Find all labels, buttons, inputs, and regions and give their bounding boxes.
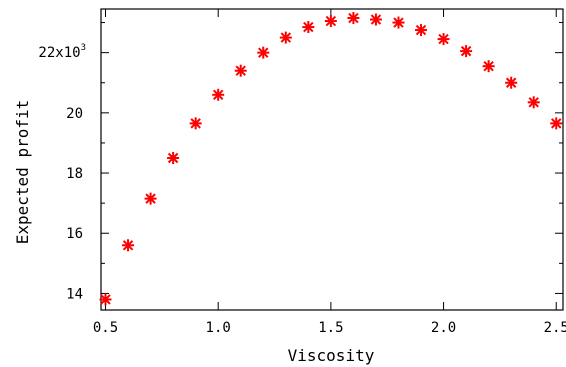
marker-stroke [438, 33, 449, 45]
x-tick-label: 1.0 [206, 320, 231, 336]
data-point-marker [144, 192, 157, 205]
marker-stroke [528, 97, 539, 108]
data-point-marker [527, 96, 540, 109]
marker-stroke [122, 240, 134, 251]
data-point-marker [99, 293, 112, 306]
marker-stroke [415, 24, 427, 36]
x-axis-label: Viscosity [288, 346, 375, 365]
marker-stroke [325, 15, 337, 27]
y-tick-label: 14 [66, 286, 83, 302]
data-point-marker [302, 21, 315, 34]
data-point-marker [415, 24, 428, 37]
marker-stroke [212, 89, 224, 100]
marker-stroke [167, 152, 179, 164]
data-point-marker [189, 117, 202, 130]
data-point-marker [369, 13, 382, 26]
data-point-marker [482, 60, 495, 73]
x-tick-label: 2.5 [544, 320, 566, 336]
data-point-marker [505, 76, 518, 89]
marker-stroke [100, 294, 111, 305]
y-axis-ticks: 14 16 18 20 [66, 22, 563, 302]
data-point-marker [212, 88, 225, 101]
data-point-marker [122, 239, 135, 252]
data-point-marker [437, 33, 450, 46]
y-axis-label: Expected profit [13, 100, 32, 245]
data-point-marker [347, 12, 360, 25]
marker-stroke [370, 14, 382, 25]
y-tick-label: 18 [66, 166, 83, 182]
data-point-marker [279, 31, 292, 44]
plot-border [100, 8, 564, 311]
data-point-marker [392, 16, 405, 29]
data-point-marker [324, 15, 337, 28]
marker-stroke [505, 77, 517, 88]
x-tick-label: 1.5 [318, 320, 343, 336]
y-tick-label: 16 [66, 226, 83, 242]
x-tick-label: 2.0 [431, 320, 456, 336]
data-point-marker [550, 117, 563, 130]
marker-stroke [303, 21, 314, 33]
data-point-marker [167, 151, 180, 164]
marker-stroke [460, 45, 472, 57]
data-point-marker [257, 46, 270, 59]
marker-stroke [483, 60, 494, 72]
marker-stroke [393, 17, 404, 28]
y-axis-multiplier-label: 22x103 [38, 43, 86, 61]
data-point-marker [234, 64, 247, 77]
data-markers [99, 12, 563, 306]
data-point-marker [460, 45, 473, 58]
x-axis-ticks: 0.5 1.0 1.5 2.0 2.5 [93, 9, 566, 336]
plot-frame [100, 8, 564, 311]
y-tick-label: 20 [66, 106, 83, 122]
marker-stroke [190, 118, 201, 129]
marker-stroke [145, 193, 156, 204]
marker-stroke [551, 118, 562, 129]
marker-stroke [280, 32, 292, 43]
marker-stroke [348, 12, 359, 24]
marker-stroke [235, 65, 246, 76]
x-tick-label: 0.5 [93, 320, 118, 336]
marker-stroke [258, 47, 269, 58]
